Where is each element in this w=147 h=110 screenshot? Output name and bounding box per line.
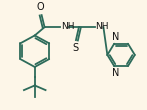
Text: S: S — [72, 43, 78, 53]
Text: NH: NH — [96, 22, 109, 31]
Text: O: O — [37, 2, 44, 12]
Text: NH: NH — [61, 22, 75, 31]
Text: N: N — [112, 32, 119, 42]
Text: N: N — [112, 68, 119, 78]
